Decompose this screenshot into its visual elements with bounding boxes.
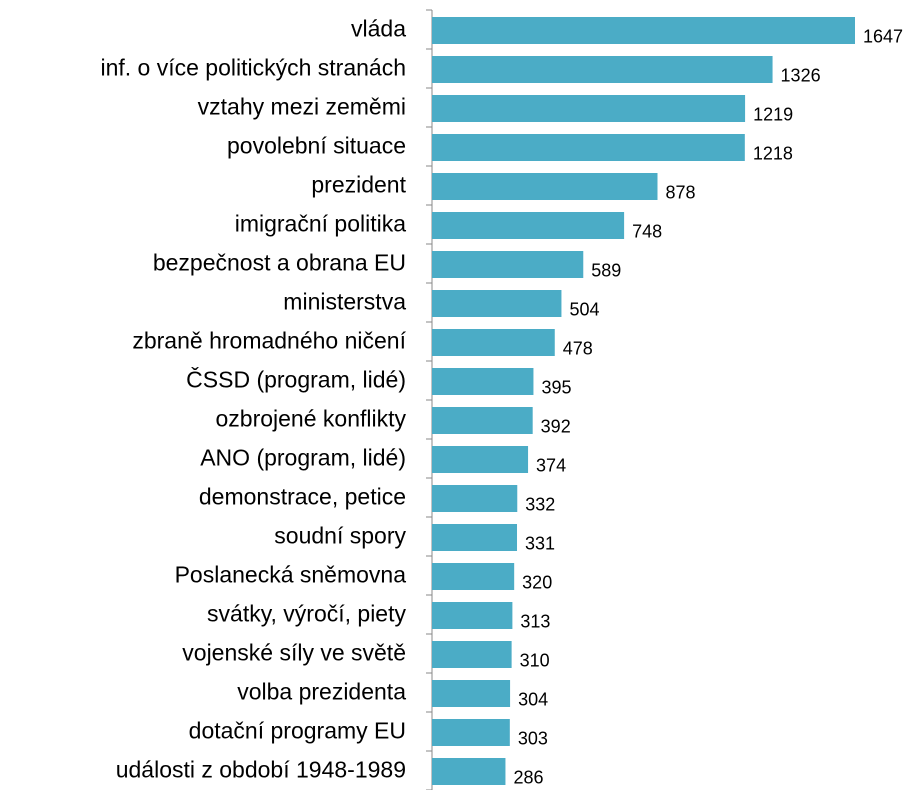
value-label: 310 [520, 650, 550, 670]
category-label: události z období 1948-1989 [116, 757, 406, 783]
bar [432, 758, 506, 785]
bar [432, 407, 533, 434]
value-label: 504 [569, 299, 599, 319]
bar [432, 524, 518, 551]
value-label: 392 [541, 416, 571, 436]
category-label: vláda [351, 16, 406, 42]
bar [432, 719, 510, 746]
category-label: bezpečnost a obrana EU [153, 250, 406, 276]
bar [432, 563, 515, 590]
value-label: 320 [522, 572, 552, 592]
category-label: ČSSD (program, lidé) [186, 366, 406, 393]
category-label: dotační programy EU [189, 718, 406, 744]
value-label: 478 [563, 338, 593, 358]
value-label: 1647 [863, 26, 903, 46]
category-label: ministerstva [283, 289, 406, 315]
value-label: 1219 [753, 104, 793, 124]
value-label: 1326 [781, 65, 821, 85]
category-label: ozbrojené konflikty [216, 406, 407, 432]
category-label: Poslanecká sněmovna [175, 562, 407, 588]
category-label: soudní spory [274, 523, 406, 549]
category-label: vztahy mezi zeměmi [198, 94, 406, 120]
category-label: demonstrace, petice [199, 484, 406, 510]
bar [432, 329, 555, 356]
bar [432, 602, 513, 629]
bar [432, 251, 584, 278]
bar [432, 290, 562, 317]
category-label: inf. o více politických stranách [100, 55, 406, 81]
category-label: zbraně hromadného ničení [132, 328, 406, 354]
category-label: svátky, výročí, piety [207, 601, 406, 627]
bar [432, 134, 745, 161]
value-label: 395 [541, 377, 571, 397]
value-label: 286 [513, 767, 543, 787]
value-label: 303 [518, 728, 548, 748]
category-label: ANO (program, lidé) [200, 445, 406, 471]
bar [432, 680, 511, 707]
value-label: 1218 [753, 143, 793, 163]
value-label: 313 [520, 611, 550, 631]
bar [432, 368, 534, 395]
value-label: 374 [536, 455, 566, 475]
category-label: vojenské síly ve světě [182, 640, 406, 666]
value-label: 331 [525, 533, 555, 553]
value-label: 589 [591, 260, 621, 280]
bar [432, 485, 518, 512]
category-label: povolební situace [227, 133, 406, 159]
value-label: 748 [632, 221, 662, 241]
value-label: 304 [518, 689, 548, 709]
value-label: 878 [665, 182, 695, 202]
category-label: imigrační politika [235, 211, 406, 237]
category-label: volba prezidenta [237, 679, 406, 705]
bar [432, 17, 855, 44]
bar [432, 173, 658, 200]
value-label: 332 [525, 494, 555, 514]
bar [432, 446, 529, 473]
category-label: prezident [311, 172, 406, 198]
bar [432, 641, 512, 668]
bar [432, 56, 773, 83]
bar [432, 95, 746, 122]
bar [432, 212, 625, 239]
